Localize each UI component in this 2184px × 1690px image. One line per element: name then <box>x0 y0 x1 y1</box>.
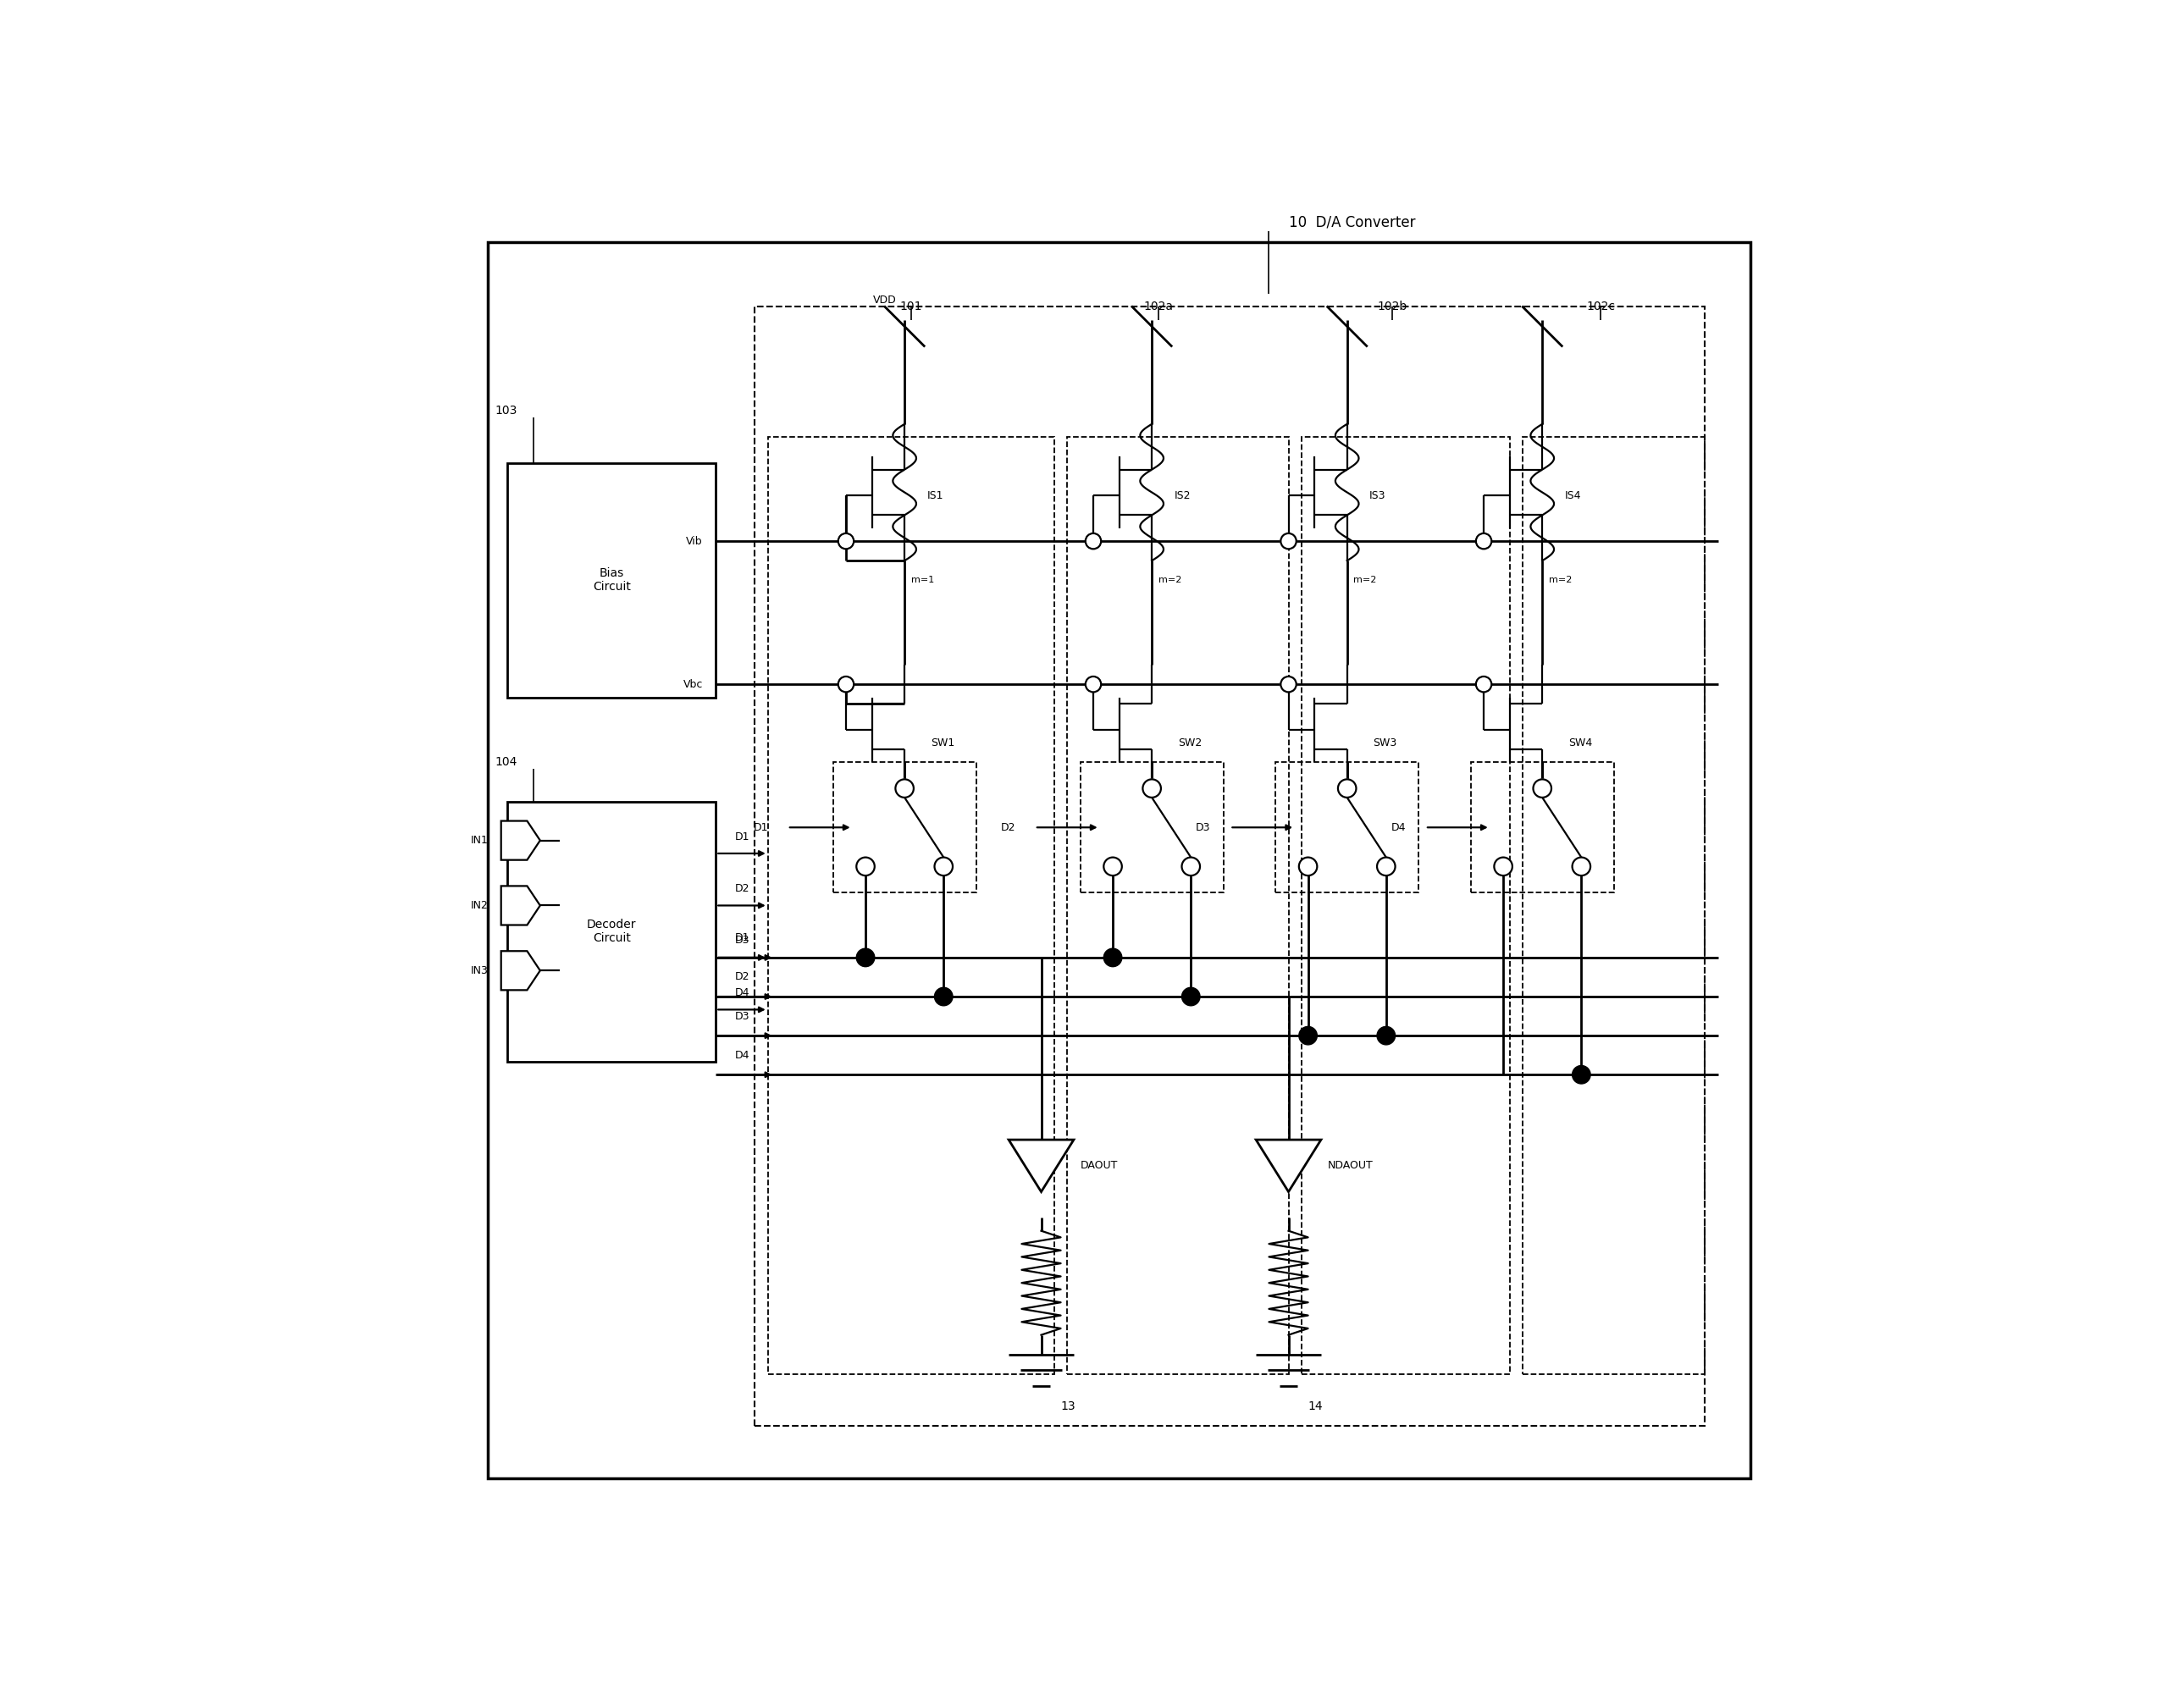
Circle shape <box>935 857 952 875</box>
Circle shape <box>895 779 913 798</box>
Text: SW3: SW3 <box>1374 737 1398 749</box>
Circle shape <box>1182 857 1199 875</box>
Text: DAOUT: DAOUT <box>1081 1161 1118 1171</box>
Bar <box>507 801 716 1061</box>
Text: IS3: IS3 <box>1369 490 1385 502</box>
Text: IS4: IS4 <box>1564 490 1581 502</box>
Polygon shape <box>500 821 539 860</box>
Circle shape <box>1103 948 1123 967</box>
Text: m=1: m=1 <box>911 576 935 585</box>
Circle shape <box>1280 676 1297 693</box>
Bar <box>832 762 976 892</box>
Bar <box>769 438 1055 1374</box>
Circle shape <box>1142 779 1162 798</box>
Circle shape <box>1280 534 1297 549</box>
Text: NDAOUT: NDAOUT <box>1328 1161 1374 1171</box>
Text: m=2: m=2 <box>1354 576 1376 585</box>
Bar <box>1275 762 1420 892</box>
Text: 103: 103 <box>494 406 518 417</box>
Text: IS2: IS2 <box>1175 490 1190 502</box>
Circle shape <box>839 676 854 693</box>
Text: 102c: 102c <box>1586 301 1616 313</box>
Text: Vib: Vib <box>686 536 703 546</box>
Bar <box>1302 438 1509 1374</box>
Circle shape <box>1182 987 1199 1006</box>
Text: SW2: SW2 <box>1177 737 1201 749</box>
Text: 104: 104 <box>494 757 518 769</box>
Polygon shape <box>500 951 539 990</box>
Circle shape <box>1339 779 1356 798</box>
Text: 101: 101 <box>900 301 922 313</box>
Circle shape <box>1476 534 1492 549</box>
Polygon shape <box>500 886 539 924</box>
Text: D1: D1 <box>734 831 749 842</box>
Text: D4: D4 <box>734 987 749 999</box>
Circle shape <box>1085 676 1101 693</box>
Text: IN1: IN1 <box>470 835 487 847</box>
Circle shape <box>1376 857 1396 875</box>
Bar <box>1068 438 1289 1374</box>
Text: 14: 14 <box>1308 1401 1324 1413</box>
Circle shape <box>1299 1026 1317 1044</box>
Circle shape <box>1376 1026 1396 1044</box>
Text: D2: D2 <box>734 884 749 894</box>
Circle shape <box>1476 676 1492 693</box>
Text: m=2: m=2 <box>1548 576 1572 585</box>
Text: m=2: m=2 <box>1158 576 1182 585</box>
Text: D1: D1 <box>734 933 749 943</box>
Text: VDD: VDD <box>874 294 898 306</box>
Text: IS1: IS1 <box>926 490 943 502</box>
Circle shape <box>1085 534 1101 549</box>
Circle shape <box>1494 857 1511 875</box>
Bar <box>507 463 716 698</box>
Circle shape <box>1299 857 1317 875</box>
Text: Vbc: Vbc <box>684 679 703 690</box>
Text: D2: D2 <box>1000 821 1016 833</box>
Text: SW4: SW4 <box>1568 737 1592 749</box>
Text: D3: D3 <box>1195 821 1210 833</box>
Text: Bias
Circuit: Bias Circuit <box>592 568 631 593</box>
Circle shape <box>1533 779 1551 798</box>
Circle shape <box>1103 857 1123 875</box>
Text: SW1: SW1 <box>930 737 954 749</box>
Circle shape <box>856 857 874 875</box>
Circle shape <box>856 948 874 967</box>
Text: D3: D3 <box>734 1011 749 1022</box>
Text: 13: 13 <box>1061 1401 1077 1413</box>
Text: D4: D4 <box>1391 821 1406 833</box>
Circle shape <box>1572 1066 1590 1083</box>
Text: D3: D3 <box>734 935 749 946</box>
Circle shape <box>1572 857 1590 875</box>
Text: D2: D2 <box>734 972 749 982</box>
Text: 10  D/A Converter: 10 D/A Converter <box>1289 215 1415 230</box>
Text: 102b: 102b <box>1378 301 1406 313</box>
Text: D4: D4 <box>734 1049 749 1061</box>
Bar <box>1470 762 1614 892</box>
Text: 102a: 102a <box>1144 301 1173 313</box>
Circle shape <box>935 987 952 1006</box>
Text: IN3: IN3 <box>470 965 487 977</box>
Bar <box>756 308 1706 1426</box>
Polygon shape <box>1009 1139 1075 1191</box>
Bar <box>1081 762 1223 892</box>
Polygon shape <box>1256 1139 1321 1191</box>
Text: Decoder
Circuit: Decoder Circuit <box>587 919 636 945</box>
Bar <box>1522 438 1706 1374</box>
Text: D1: D1 <box>753 821 769 833</box>
Text: IN2: IN2 <box>470 901 487 911</box>
Circle shape <box>839 534 854 549</box>
